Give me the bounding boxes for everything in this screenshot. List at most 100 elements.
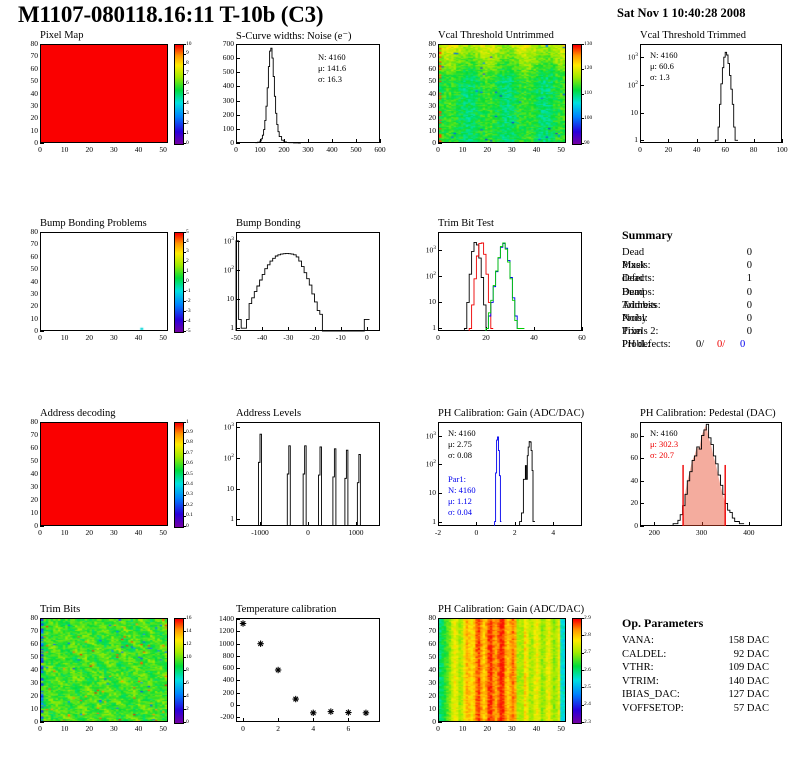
ph-defects-label: PH defects: xyxy=(622,339,671,351)
color-bar-label: 5 xyxy=(186,90,189,96)
x-tick xyxy=(40,327,41,331)
x-tick-label: 10 xyxy=(60,333,69,342)
x-tick-label: -40 xyxy=(257,333,268,342)
y-tick-label: 0 xyxy=(634,521,638,530)
color-bar xyxy=(174,618,184,724)
y-tick-label: 103 xyxy=(223,235,234,246)
y-tick-label: 70 xyxy=(30,239,39,249)
plot-panel-scurve-widths: S-Curve widths: Noise (e⁻) 0 100 200 300 400 5… xyxy=(210,30,390,163)
y-tick-label: 0 xyxy=(230,699,234,709)
color-bar-label: 10 xyxy=(186,653,192,660)
color-bar-label: 3 xyxy=(186,109,189,116)
x-tick-label: -1000 xyxy=(251,528,269,537)
op-parameter-row: VOFFSETOP: 57 DAC xyxy=(622,702,769,716)
x-tick-label: 4 xyxy=(311,724,316,733)
y-tick xyxy=(236,704,240,706)
x-tick-label: 100 xyxy=(776,145,788,154)
color-bar-tick xyxy=(581,44,584,45)
heatmap-canvas xyxy=(41,45,167,142)
op-parameter-label: VTHR: xyxy=(622,662,654,674)
y-tick xyxy=(640,526,644,527)
x-tick xyxy=(366,327,368,331)
x-tick-label: 30 xyxy=(110,528,118,537)
color-bar-label: 16 xyxy=(186,614,192,621)
color-bar-tick xyxy=(183,484,186,486)
x-tick-label: 10 xyxy=(60,145,69,154)
color-bar xyxy=(572,44,582,145)
color-bar-label: 0.8 xyxy=(186,439,193,446)
x-tick-label: 20 xyxy=(85,145,93,154)
color-bar-tick xyxy=(581,635,584,637)
color-bar-tick xyxy=(183,696,186,697)
x-tick-label: 4 xyxy=(551,528,556,537)
plot-panel-temperature-calibration: Temperature calibration 0 2 4 6 -200 0 200 400 60… xyxy=(210,604,390,742)
x-tick xyxy=(701,522,703,526)
op-parameter-label: VTRIM: xyxy=(622,675,659,687)
y-tick xyxy=(438,492,442,494)
y-tick-label: 100 xyxy=(222,123,234,133)
y-tick-label: 20 xyxy=(30,495,39,504)
summary-row-value: 0 xyxy=(746,286,752,298)
y-tick-label: 10 xyxy=(30,125,39,135)
color-bar-label: 100 xyxy=(584,114,593,121)
y-tick-label: 20 xyxy=(30,691,39,700)
color-bar-label: -5 xyxy=(186,327,191,334)
y-tick xyxy=(40,44,44,45)
stat-text: μ: 302.3 xyxy=(650,439,679,449)
y-tick-label: 1 xyxy=(230,514,234,524)
y-tick-label: 103 xyxy=(425,430,436,441)
color-bar-tick xyxy=(581,670,584,671)
color-bar-label: 0.3 xyxy=(186,491,193,498)
color-bar-label: 8 xyxy=(186,60,189,67)
color-bar-tick xyxy=(183,722,186,723)
x-tick-label: 0 xyxy=(638,145,642,154)
plot-panel-address-levels: Address Levels -1000 0 1000 1 10 102 103 xyxy=(210,408,390,546)
color-bar-tick xyxy=(183,505,186,507)
x-tick-label: 40 xyxy=(134,724,143,733)
y-tick-label: 40 xyxy=(30,665,39,674)
op-parameter-value: 127 DAC xyxy=(728,689,769,701)
color-bar-tick xyxy=(183,321,186,323)
plot-panel-vcal-threshold-untrimmed: Vcal Threshold Untrimmed 0 10 20 30 40 50 0 10 20… xyxy=(412,30,593,163)
stat-text: μ: 141.6 xyxy=(318,63,347,73)
plot-panel-bump-bonding-problems: Bump Bonding Problems 0 10 20 30 40 50 0 10 20 30 4… xyxy=(14,218,194,351)
x-tick xyxy=(696,139,698,143)
x-tick xyxy=(553,522,555,526)
stat-text: N: 4160 xyxy=(650,50,678,60)
color-bar-label: 6 xyxy=(186,679,189,686)
color-bar-tick xyxy=(183,301,186,303)
x-tick-label: 2 xyxy=(512,528,517,537)
op-parameter-label: IBIAS_DAC: xyxy=(622,689,680,701)
color-bar-label: 90 xyxy=(584,139,590,146)
y-tick-label: 20 xyxy=(428,691,437,700)
x-tick-label: 0 xyxy=(234,145,238,154)
stat-text: μ: 1.12 xyxy=(448,496,472,506)
color-bar-label: 0.5 xyxy=(186,470,193,477)
color-bar-tick xyxy=(183,83,186,85)
x-tick xyxy=(438,139,439,143)
x-tick xyxy=(243,718,245,722)
y-tick-label: 700 xyxy=(222,39,234,48)
y-tick xyxy=(640,503,644,505)
x-tick xyxy=(534,327,535,331)
op-parameter-row: IBIAS_DAC: 127 DAC xyxy=(622,688,769,702)
color-bar xyxy=(174,422,184,528)
x-tick xyxy=(348,718,350,722)
plot-panel-bump-bonding: Bump Bonding -50 -40 -30 -20 -10 0 1 10 102 103 xyxy=(210,218,390,351)
plot-title: Vcal Threshold Trimmed xyxy=(640,30,746,41)
x-tick-label: 500 xyxy=(350,145,362,154)
color-bar-tick xyxy=(581,722,584,723)
color-bar-label: 120 xyxy=(584,65,593,72)
y-tick-label: 0 xyxy=(432,717,436,726)
color-bar-label: 12 xyxy=(186,640,192,647)
op-parameter-label: CALDEL: xyxy=(622,648,667,660)
x-tick xyxy=(308,522,309,526)
color-bar-label: 1 xyxy=(186,418,189,425)
color-bar-tick xyxy=(183,463,186,465)
y-tick-label: 80 xyxy=(30,417,39,426)
y-tick-label: 1000 xyxy=(219,638,234,648)
y-tick xyxy=(438,250,442,252)
y-tick-label: 102 xyxy=(425,271,436,281)
y-tick xyxy=(640,112,644,114)
color-bar-label: -2 xyxy=(186,297,191,304)
